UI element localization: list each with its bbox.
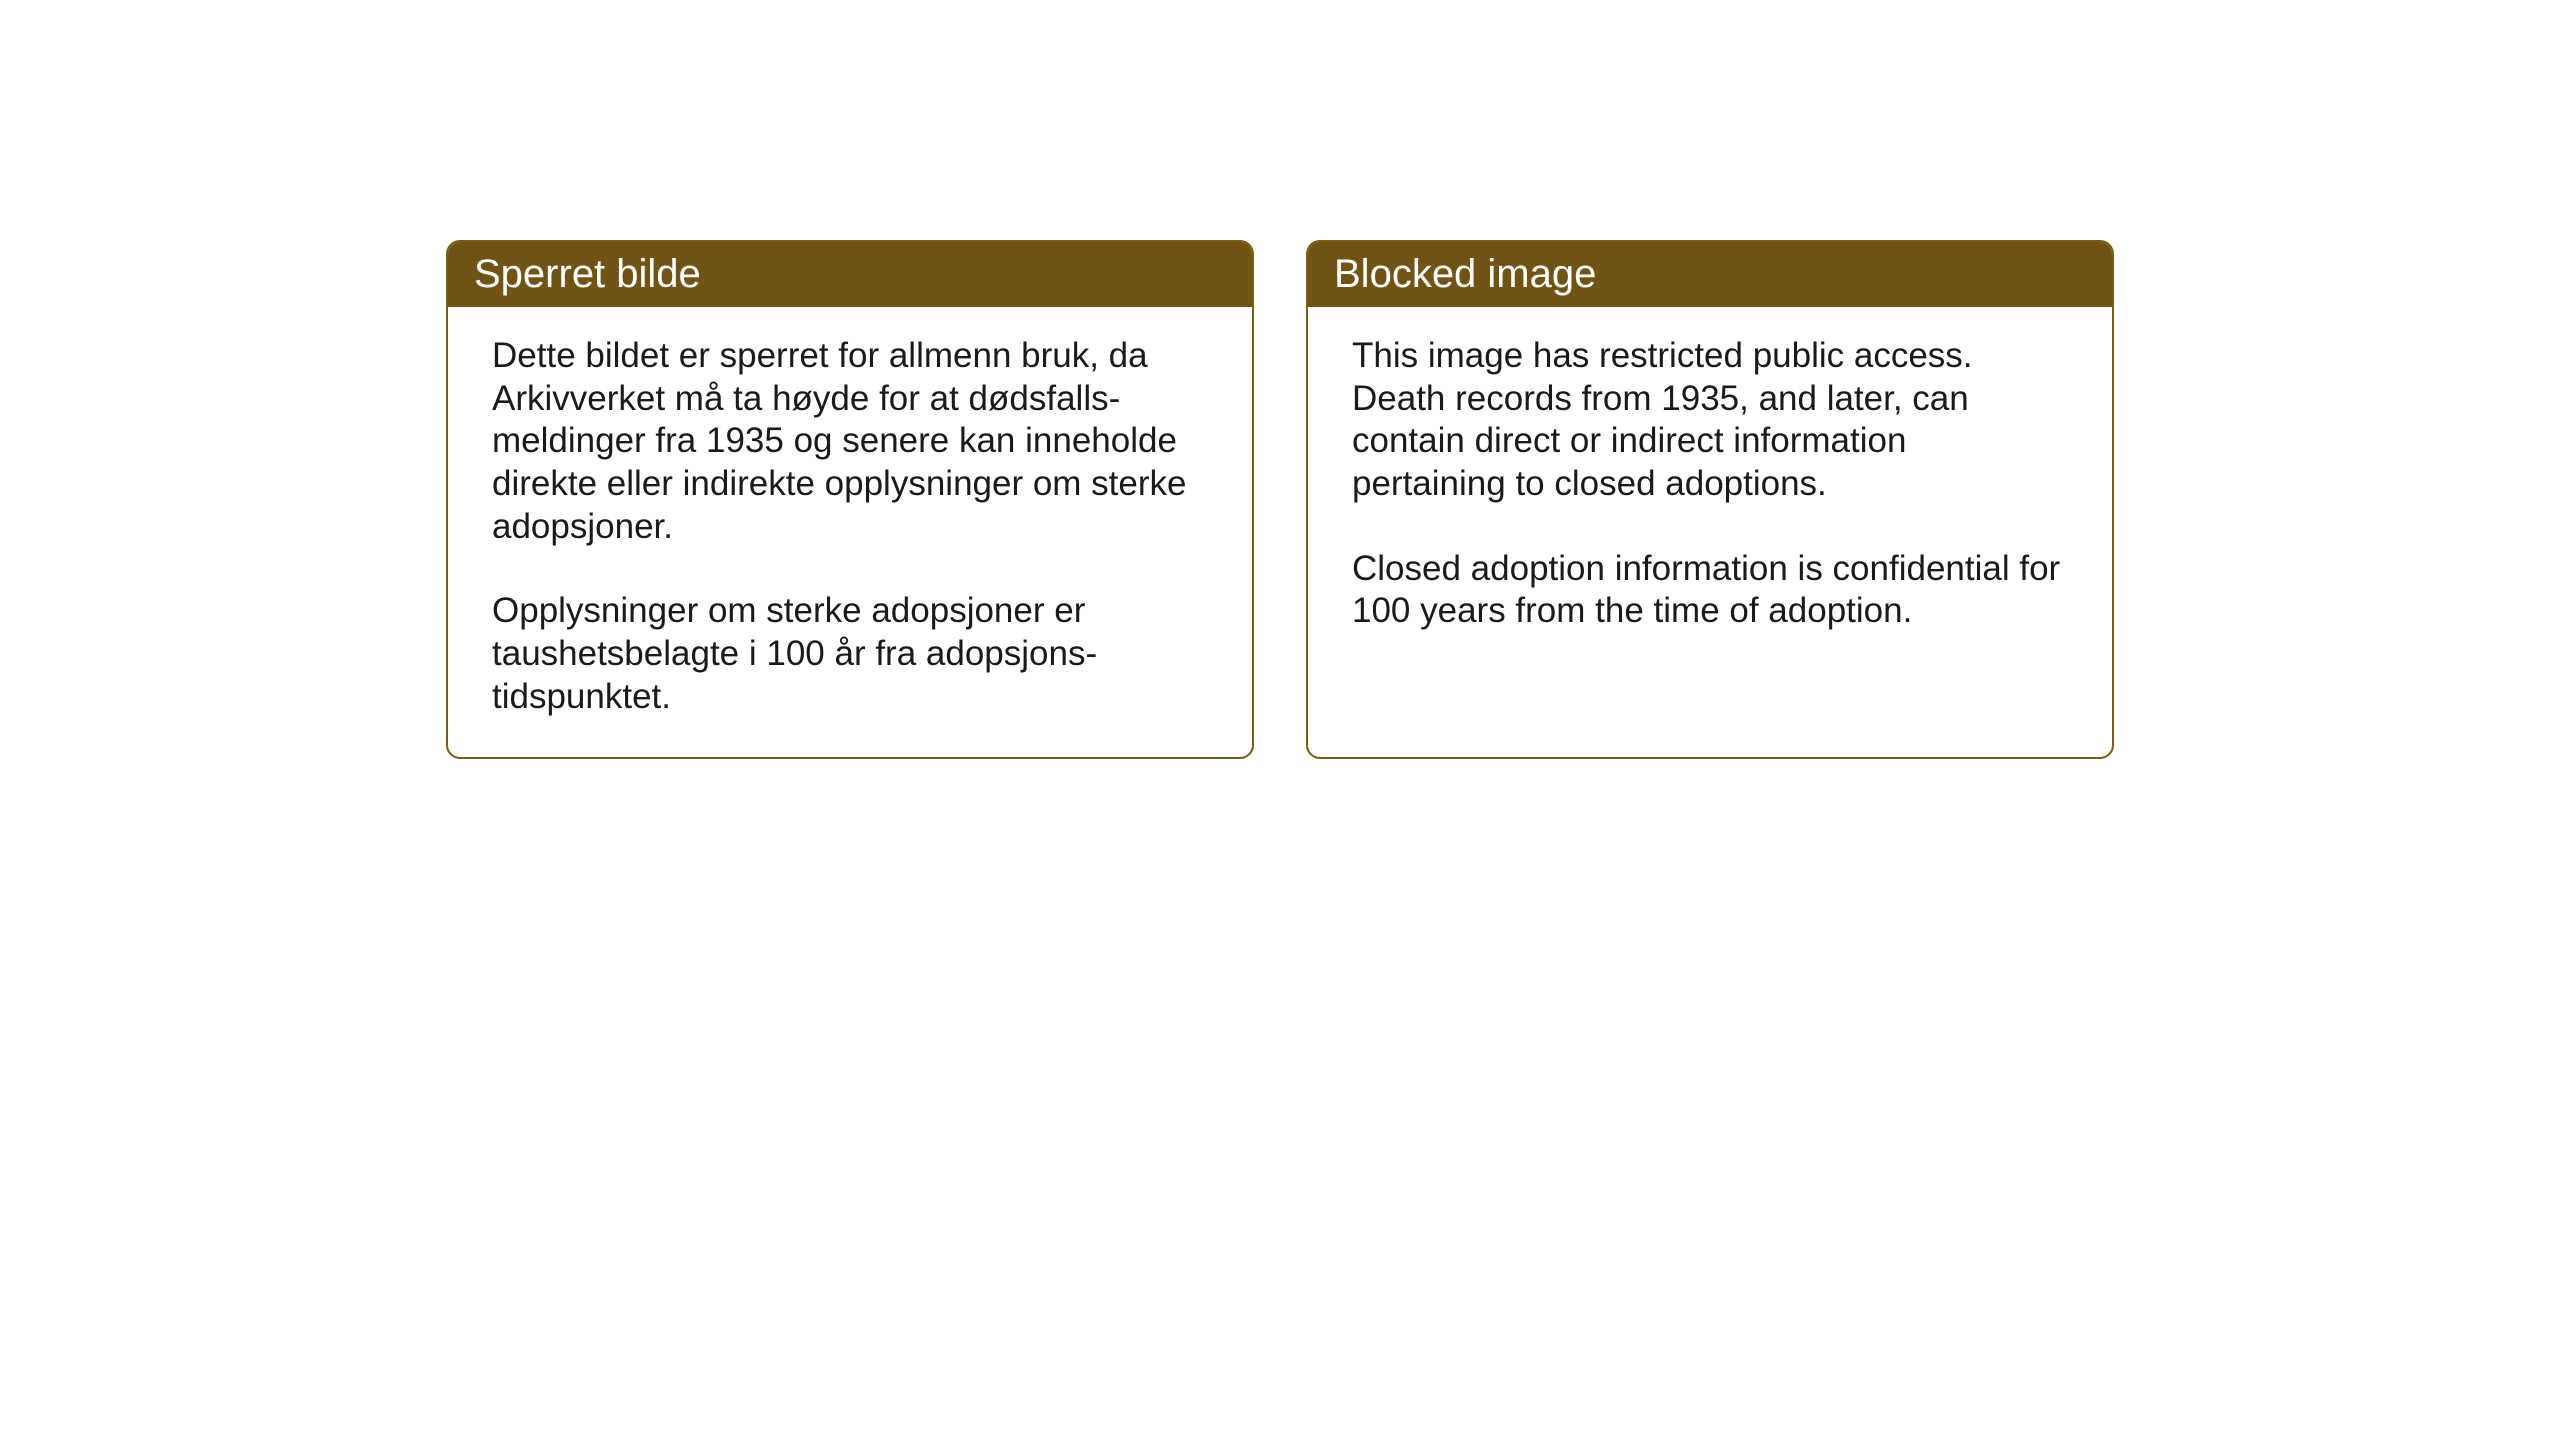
card-paragraph-1: Dette bildet er sperret for allmenn bruk… (492, 335, 1208, 548)
card-english: Blocked image This image has restricted … (1306, 240, 2114, 759)
cards-container: Sperret bilde Dette bildet er sperret fo… (446, 240, 2114, 759)
card-paragraph-1: This image has restricted public access.… (1352, 335, 2068, 506)
card-header-english: Blocked image (1308, 242, 2112, 307)
card-title: Sperret bilde (474, 252, 701, 296)
card-body-norwegian: Dette bildet er sperret for allmenn bruk… (448, 307, 1252, 757)
card-paragraph-2: Closed adoption information is confident… (1352, 548, 2068, 633)
card-paragraph-2: Opplysninger om sterke adopsjoner er tau… (492, 590, 1208, 718)
card-title: Blocked image (1334, 252, 1596, 296)
card-header-norwegian: Sperret bilde (448, 242, 1252, 307)
card-body-english: This image has restricted public access.… (1308, 307, 2112, 671)
card-norwegian: Sperret bilde Dette bildet er sperret fo… (446, 240, 1254, 759)
